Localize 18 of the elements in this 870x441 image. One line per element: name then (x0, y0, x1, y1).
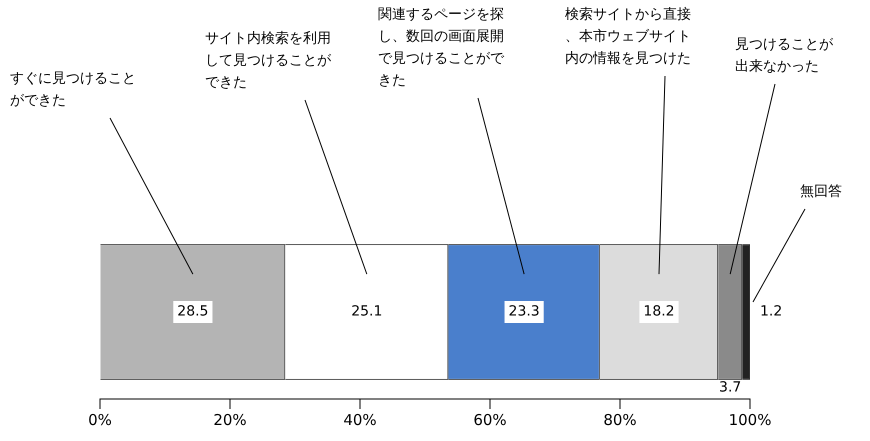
text: 検索サイトから直接、本市ウェブサイト内の情報を見つけた (565, 6, 691, 67)
x-tick-label: 20% (213, 410, 247, 429)
data-label: 1.2 (760, 304, 782, 320)
x-tick-label: 0% (88, 410, 112, 429)
data-label: 28.5 (177, 304, 208, 320)
x-tick-label: 40% (343, 410, 377, 429)
text: 見つけることが出来なかった (735, 36, 834, 75)
data-label: 18.2 (643, 304, 675, 320)
x-tick-label: 80% (603, 410, 637, 429)
text: 無回答 (800, 184, 842, 200)
x-tick-label: 100% (728, 410, 772, 429)
data-label: 3.7 (719, 380, 742, 396)
text: サイト内検索を利用して見つけることができた (205, 30, 332, 91)
text: 関連するページを探し、数回の画面展開で見つけることができた (378, 6, 505, 89)
data-label: 25.1 (351, 304, 382, 320)
data-label: 23.3 (508, 304, 540, 320)
text: すぐに見つけることができた (10, 70, 136, 109)
x-tick-label: 60% (473, 410, 507, 429)
